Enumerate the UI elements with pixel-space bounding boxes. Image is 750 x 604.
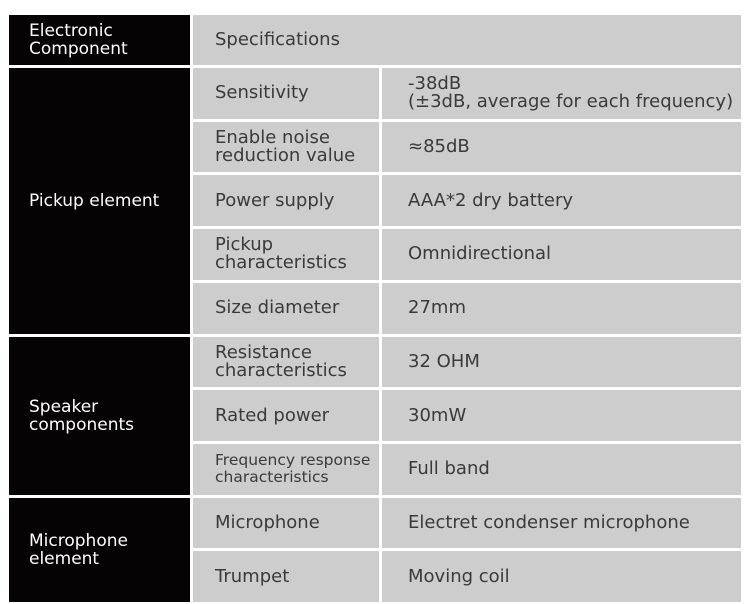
row-value: ≈85dB — [382, 121, 741, 173]
row-label: Frequency response characteristics — [193, 443, 379, 495]
group-microphone-element: Microphone element — [9, 497, 190, 602]
row-label: Power supply — [193, 175, 379, 227]
row-label: Sensitivity — [193, 68, 379, 119]
row-label: Resistance characteristics — [193, 336, 379, 388]
row-label: Trumpet — [193, 551, 379, 602]
row-label: Enable noise reduction value — [193, 121, 379, 173]
group-speaker-components: Speaker components — [9, 336, 190, 495]
row-value: -38dB (±3dB, average for each frequency) — [382, 68, 741, 119]
row-value: Omnidirectional — [382, 229, 741, 280]
row-value: AAA*2 dry battery — [382, 175, 741, 227]
row-value: 30mW — [382, 390, 741, 441]
row-label: Size diameter — [193, 282, 379, 334]
row-value: 27mm — [382, 282, 741, 334]
row-label: Microphone — [193, 497, 379, 549]
row-value: Full band — [382, 443, 741, 495]
row-value: Electret condenser microphone — [382, 497, 741, 549]
header-specifications: Specifications — [193, 15, 741, 65]
row-value: 32 OHM — [382, 336, 741, 388]
row-label: Rated power — [193, 390, 379, 441]
group-pickup-element: Pickup element — [9, 68, 190, 334]
spec-table: Electronic Component Specifications Pick… — [9, 15, 741, 602]
header-component: Electronic Component — [9, 15, 190, 65]
row-label: Pickup characteristics — [193, 229, 379, 280]
row-value: Moving coil — [382, 551, 741, 602]
